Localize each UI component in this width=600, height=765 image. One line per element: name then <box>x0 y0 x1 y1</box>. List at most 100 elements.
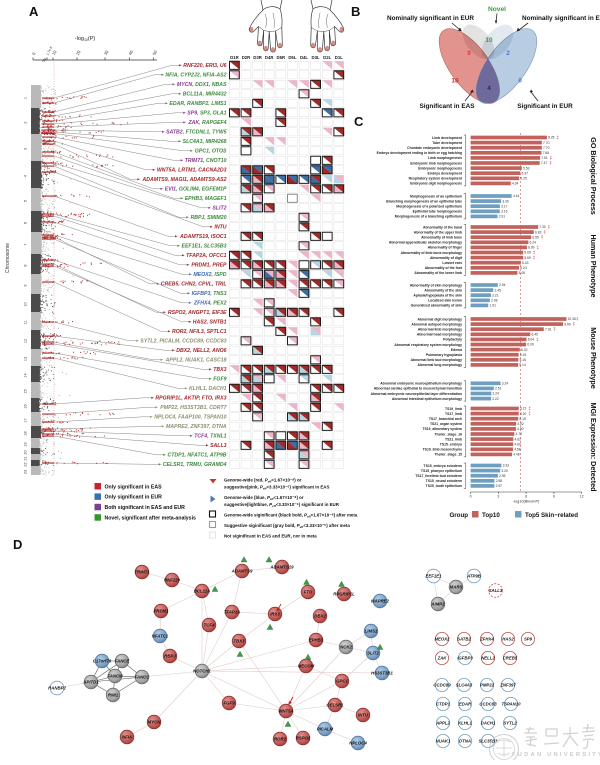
svg-text:Morphogenesis of a polarized e: Morphogenesis of a polarized epithelium <box>396 205 462 209</box>
svg-text:NFATC1: NFATC1 <box>152 634 169 639</box>
svg-text:2.45: 2.45 <box>495 288 502 292</box>
svg-text:Pulmonary hypoplasia: Pulmonary hypoplasia <box>426 353 462 357</box>
svg-text:Respiratory system development: Respiratory system development <box>409 177 463 181</box>
svg-text:2.95: 2.95 <box>499 474 506 478</box>
svg-text:NFIA, CYP2J2, NFIA-AS2: NFIA, CYP2J2, NFIA-AS2 <box>165 73 226 79</box>
svg-text:Human Phenotype: Human Phenotype <box>589 234 598 297</box>
svg-text:5.16: 5.16 <box>520 358 527 362</box>
svg-text:ZAK: ZAK <box>437 656 448 661</box>
svg-text:5.32: 5.32 <box>521 348 528 352</box>
svg-text:7.70: 7.70 <box>543 146 550 150</box>
svg-text:NUAK1: NUAK1 <box>436 739 451 744</box>
svg-text:Abnormal limb morphology: Abnormal limb morphology <box>418 328 462 332</box>
svg-text:Mouse Phenotype: Mouse Phenotype <box>589 327 598 389</box>
svg-text:6.24: 6.24 <box>530 241 537 245</box>
svg-text:Genome-wide siginificant (blac: Genome-wide siginificant (black bold, Pe… <box>224 513 358 519</box>
svg-text:5: 5 <box>24 200 28 202</box>
svg-text:20: 20 <box>24 450 28 454</box>
svg-text:6.04: 6.04 <box>528 338 535 342</box>
svg-text:9: 9 <box>467 50 471 57</box>
svg-text:DACH1: DACH1 <box>481 721 496 726</box>
svg-text:C: C <box>354 114 364 129</box>
svg-text:5.25: 5.25 <box>520 177 527 181</box>
svg-text:IRX3: IRX3 <box>270 612 280 617</box>
svg-text:EPHB3: EPHB3 <box>309 638 324 643</box>
svg-text:Abnormality of the lower limb: Abnormality of the lower limb <box>414 271 462 275</box>
svg-text:Chromosome: Chromosome <box>5 243 11 273</box>
svg-text:B: B <box>351 4 360 19</box>
svg-text:IGFBP3, TNS3: IGFBP3, TNS3 <box>192 291 227 297</box>
svg-text:5.21: 5.21 <box>520 407 527 411</box>
svg-text:Abnormal autopod morphology: Abnormal autopod morphology <box>411 322 462 326</box>
svg-text:HAS2: HAS2 <box>502 637 514 642</box>
svg-text:FGF9: FGF9 <box>213 377 226 383</box>
svg-text:RPGRIP1L: RPGRIP1L <box>333 592 355 597</box>
svg-text:2.08: 2.08 <box>491 299 498 303</box>
svg-text:‡: ‡ <box>536 337 539 342</box>
svg-text:10.36: 10.36 <box>568 317 576 321</box>
svg-text:KLHL1, DACH1: KLHL1, DACH1 <box>189 386 227 392</box>
svg-text:12: 12 <box>580 495 584 499</box>
svg-text:SLC4A3, MIR4268: SLC4A3, MIR4268 <box>183 139 227 145</box>
svg-text:2.22: 2.22 <box>492 397 499 401</box>
svg-text:1.7e-8: 1.7e-8 <box>45 46 53 56</box>
svg-text:3: 3 <box>24 148 28 150</box>
svg-text:MGI Expression: Detected: MGI Expression: Detected <box>589 402 598 491</box>
svg-text:RNF220: RNF220 <box>164 578 181 583</box>
svg-text:RBPJ: RBPJ <box>164 654 176 659</box>
svg-text:TS25_tooth epithelium: TS25_tooth epithelium <box>426 484 462 488</box>
svg-text:22: 22 <box>24 462 28 466</box>
svg-text:suggestive(pink, Peff<3.33×10⁻: suggestive(pink, Peff<3.33×10⁻⁶) signifi… <box>224 485 329 491</box>
svg-text:MYCN: MYCN <box>148 720 162 725</box>
svg-text:SP9, SP3, OLA1: SP9, SP3, OLA1 <box>187 111 226 117</box>
svg-text:2: 2 <box>506 50 510 57</box>
svg-text:D2L: D2L <box>323 55 331 60</box>
svg-text:6.00: 6.00 <box>527 343 534 347</box>
svg-text:KLHL1: KLHL1 <box>458 721 472 726</box>
svg-text:LIMS1: LIMS1 <box>365 629 378 634</box>
svg-text:ROR2: ROR2 <box>274 737 287 742</box>
svg-text:AIMP2: AIMP2 <box>430 602 445 607</box>
svg-text:EDAR, RANBP2, LIMS1: EDAR, RANBP2, LIMS1 <box>169 101 226 107</box>
svg-text:FUDAN UNIVERSITY: FUDAN UNIVERSITY <box>512 752 600 758</box>
svg-text:ADAMTS9: ADAMTS9 <box>231 569 253 574</box>
svg-text:D5L: D5L <box>288 55 296 60</box>
svg-text:5.20: 5.20 <box>520 412 527 416</box>
svg-text:CELSR1, TRMU, GRAMD4: CELSR1, TRMU, GRAMD4 <box>163 462 227 468</box>
svg-text:Suggestive siginificant (gray: Suggestive siginificant (gray bold, Peff… <box>224 523 350 529</box>
svg-text:EEF1E1: EEF1E1 <box>425 574 442 579</box>
svg-text:Aplasia/hypoplasia of the skin: Aplasia/hypoplasia of the skin <box>413 294 462 298</box>
svg-text:5.06: 5.06 <box>519 271 526 275</box>
svg-text:PRDM1, PREP: PRDM1, PREP <box>191 263 227 269</box>
svg-text:D2R: D2R <box>242 55 251 60</box>
svg-text:Abnormal head morphology: Abnormal head morphology <box>417 333 462 337</box>
svg-text:Branching morphogenesis of an: Branching morphogenesis of an epithelial… <box>386 199 462 203</box>
svg-text:FANCC: FANCC <box>135 675 151 680</box>
svg-text:Only significant in EUR: Only significant in EUR <box>105 495 163 501</box>
svg-text:50: 50 <box>151 49 158 56</box>
svg-text:MECOM: MECOM <box>298 664 315 669</box>
svg-text:7.30: 7.30 <box>539 225 546 229</box>
svg-text:WNT5A, LRTM1, CACNA2D3: WNT5A, LRTM1, CACNA2D3 <box>157 168 227 174</box>
svg-text:SALL3: SALL3 <box>210 443 227 449</box>
svg-text:7.66: 7.66 <box>543 151 550 155</box>
svg-text:Morphogenesis of a branching e: Morphogenesis of a branching epithelium <box>395 215 462 219</box>
svg-text:HAS2, SNTB1: HAS2, SNTB1 <box>193 320 227 326</box>
svg-text:SLC35B3: SLC35B3 <box>479 739 498 744</box>
svg-text:0: 0 <box>470 495 472 499</box>
svg-text:HS3ST3B1: HS3ST3B1 <box>371 671 393 676</box>
svg-text:12: 12 <box>24 339 28 343</box>
svg-text:ZFHX4, PEX2: ZFHX4, PEX2 <box>193 301 227 307</box>
svg-text:Group: Group <box>449 512 468 519</box>
svg-text:6.09: 6.09 <box>528 246 535 250</box>
svg-text:5.15: 5.15 <box>519 417 526 421</box>
svg-text:7.91: 7.91 <box>545 327 552 331</box>
svg-text:RMI1: RMI1 <box>108 693 119 698</box>
svg-text:Abnormality of the hand: Abnormality of the hand <box>423 225 462 229</box>
svg-text:7.70: 7.70 <box>543 141 550 145</box>
svg-text:FGF9: FGF9 <box>224 701 236 706</box>
svg-text:Abnormality of finger: Abnormality of finger <box>428 246 463 250</box>
svg-text:4.60: 4.60 <box>514 442 521 446</box>
svg-text:TCF4, TXNL1: TCF4, TXNL1 <box>194 434 226 440</box>
svg-text:Edema: Edema <box>451 348 462 352</box>
